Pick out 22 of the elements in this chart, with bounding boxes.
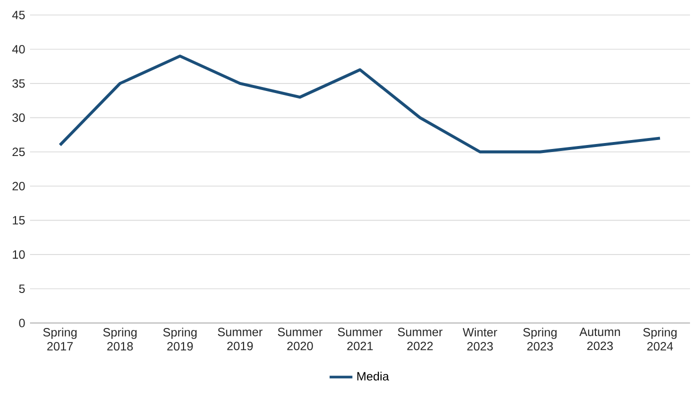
x-tick-label: Summer 2022 bbox=[398, 328, 442, 350]
x-tick-label: Summer 2019 bbox=[218, 328, 262, 350]
x-tick-label: Spring 2017 bbox=[43, 328, 77, 351]
x-tick-label: Autumn 2023 bbox=[579, 328, 620, 350]
y-tick-label: 35 bbox=[12, 79, 25, 88]
y-tick-label: 0 bbox=[19, 318, 25, 328]
y-tick-label: 5 bbox=[19, 284, 25, 293]
x-tick-label: Winter 2023 bbox=[462, 328, 498, 351]
y-tick-label: 40 bbox=[12, 44, 25, 54]
y-tick-label: 10 bbox=[12, 250, 25, 259]
y-tick-label: 45 bbox=[12, 10, 25, 20]
x-tick-label: Summer 2021 bbox=[338, 328, 382, 350]
legend-label: Media bbox=[357, 372, 390, 381]
y-tick-label: 15 bbox=[12, 216, 25, 225]
x-tick-label: Spring 2019 bbox=[163, 328, 197, 351]
x-tick-label: Spring 2018 bbox=[103, 328, 137, 351]
x-tick-label: Summer 2020 bbox=[278, 328, 322, 350]
y-tick-label: 25 bbox=[12, 148, 25, 156]
x-tick-label: Spring 2024 bbox=[643, 328, 677, 351]
x-tick-label: Spring 2023 bbox=[523, 328, 557, 351]
y-tick-label: 20 bbox=[12, 182, 25, 190]
y-tick-label: 30 bbox=[12, 113, 25, 122]
